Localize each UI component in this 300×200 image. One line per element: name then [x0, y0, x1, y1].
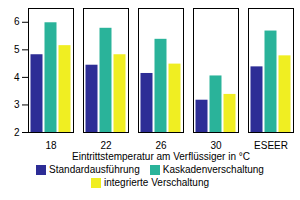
svg-text:22: 22 [100, 140, 112, 151]
svg-text:5: 5 [14, 44, 20, 55]
svg-text:3: 3 [14, 99, 20, 110]
svg-text:4: 4 [14, 72, 20, 83]
svg-text:26: 26 [155, 140, 167, 151]
html-text:integrierte Verschaltung: integrierte Verschaltung [104, 177, 209, 188]
svg-text:30: 30 [210, 140, 222, 151]
svg-text:Eintrittstemperatur am Verflüs: Eintrittstemperatur am Verflüssiger in °… [72, 151, 250, 162]
svg-text:ESEER: ESEER [254, 140, 288, 151]
svg-text:6: 6 [14, 16, 20, 27]
svg-text:2: 2 [14, 127, 20, 138]
html-text:Standardausführung: Standardausführung [49, 164, 140, 175]
html-text:Kaskadenverschaltung: Kaskadenverschaltung [162, 164, 264, 175]
svg-text:18: 18 [45, 140, 57, 151]
